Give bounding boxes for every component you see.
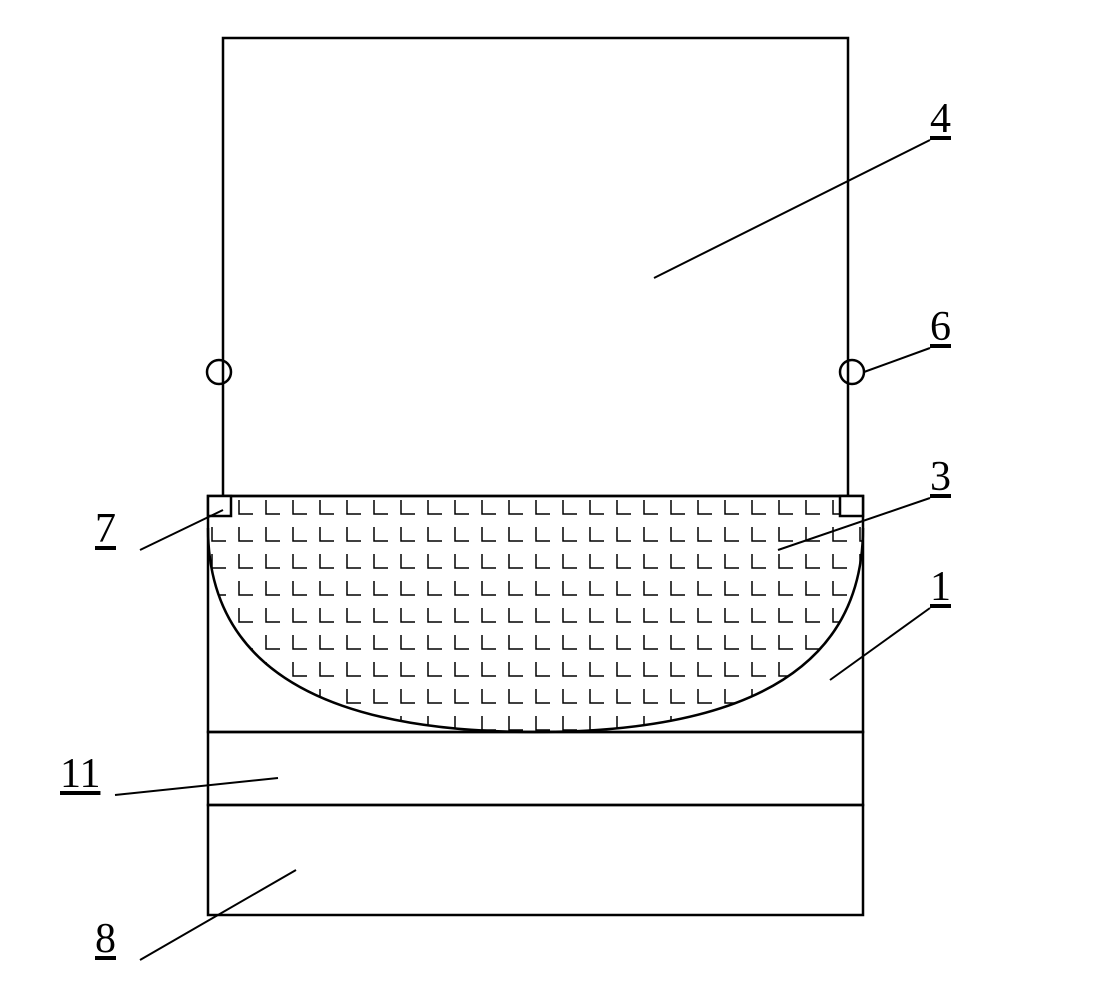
lower-strip — [208, 732, 863, 805]
bowl-section — [208, 496, 863, 732]
label-3: 3 — [930, 453, 951, 501]
label-6: 6 — [930, 303, 951, 351]
bottom-box — [208, 805, 863, 915]
technical-diagram: 4 6 3 1 7 11 8 — [0, 0, 1094, 991]
upper-box — [223, 38, 848, 496]
right-circle — [840, 360, 864, 384]
label-7: 7 — [95, 505, 116, 553]
label-11: 11 — [60, 750, 100, 798]
top-lip-left — [208, 496, 231, 516]
label-1: 1 — [930, 563, 951, 611]
top-lip-right — [840, 496, 863, 516]
label-4: 4 — [930, 95, 951, 143]
left-circle — [207, 360, 231, 384]
label-8: 8 — [95, 915, 116, 963]
